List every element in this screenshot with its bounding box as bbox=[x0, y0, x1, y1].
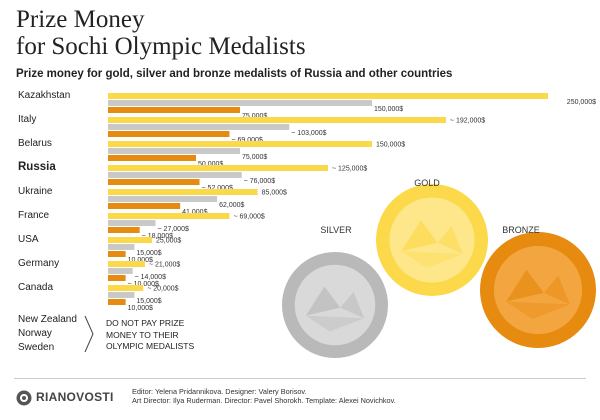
country-label-belarus: Belarus bbox=[18, 138, 52, 149]
value-label-russia-silver: ~ 76,000$ bbox=[244, 178, 275, 185]
credits: Editor: Yelena Pridannikova. Designer: V… bbox=[132, 387, 396, 405]
bar-usa-silver bbox=[108, 244, 135, 250]
value-label-usa-silver: 15,000$ bbox=[136, 250, 161, 257]
value-label-kazakhstan-gold: 250,000$ bbox=[567, 99, 596, 106]
bar-kazakhstan-bronze bbox=[108, 107, 240, 113]
value-label-russia-bronze: ~ 52,000$ bbox=[202, 185, 233, 192]
bar-canada-silver bbox=[108, 292, 135, 298]
country-new-zealand: New Zealand bbox=[18, 314, 77, 325]
bar-russia-gold bbox=[108, 165, 328, 171]
bar-italy-gold bbox=[108, 117, 446, 123]
bar-ukraine-bronze bbox=[108, 203, 181, 209]
bar-ukraine-gold bbox=[108, 189, 258, 195]
value-label-kazakhstan-bronze: 75,000$ bbox=[242, 113, 267, 120]
bar-germany-bronze bbox=[108, 275, 126, 281]
value-label-ukraine-bronze: 41,000$ bbox=[182, 209, 207, 216]
country-label-italy: Italy bbox=[18, 114, 36, 125]
bar-ukraine-silver bbox=[108, 196, 218, 202]
bar-france-bronze bbox=[108, 227, 140, 233]
bronze-medal-label: BRONZE bbox=[502, 225, 540, 235]
gold-medal-label: GOLD bbox=[414, 178, 440, 188]
value-label-belarus-bronze: 50,000$ bbox=[198, 161, 223, 168]
bar-kazakhstan-silver bbox=[108, 100, 372, 106]
bar-kazakhstan-gold bbox=[108, 93, 548, 99]
bar-canada-bronze bbox=[108, 299, 126, 305]
value-label-kazakhstan-silver: 150,000$ bbox=[374, 106, 403, 113]
credits-line-2: Art Director: Ilya Ruderman. Director: P… bbox=[132, 396, 396, 405]
bar-france-gold bbox=[108, 213, 230, 219]
country-label-ukraine: Ukraine bbox=[18, 186, 53, 197]
value-label-canada-silver: 15,000$ bbox=[136, 298, 161, 305]
value-label-italy-bronze: ~ 69,000$ bbox=[231, 137, 262, 144]
bar-usa-gold bbox=[108, 237, 152, 243]
value-label-usa-bronze: 10,000$ bbox=[128, 257, 153, 264]
silver-medal: SILVER bbox=[282, 225, 388, 358]
bar-italy-bronze bbox=[108, 131, 230, 137]
silver-medal-label: SILVER bbox=[320, 225, 352, 235]
footer: RIANOVOSTI Editor: Yelena Pridannikova. … bbox=[0, 378, 600, 420]
bars-layer: Kazakhstan 250,000$ 150,000$ 75,000$ Italy ~ … bbox=[18, 90, 596, 312]
value-label-france-silver: ~ 27,000$ bbox=[158, 226, 189, 233]
bar-belarus-bronze bbox=[108, 155, 196, 161]
value-label-italy-gold: ~ 192,000$ bbox=[450, 118, 485, 125]
value-label-usa-gold: 25,000$ bbox=[156, 238, 181, 245]
value-label-belarus-silver: 75,000$ bbox=[242, 154, 267, 161]
value-label-italy-silver: ~ 103,000$ bbox=[291, 130, 326, 137]
bar-france-silver bbox=[108, 220, 156, 226]
value-label-germany-silver: ~ 14,000$ bbox=[135, 274, 166, 281]
brace-icon bbox=[84, 315, 94, 353]
bar-italy-silver bbox=[108, 124, 290, 130]
bar-canada-gold bbox=[108, 285, 144, 291]
bar-belarus-silver bbox=[108, 148, 240, 154]
country-label-france: France bbox=[18, 210, 50, 221]
medals-illustration: SILVER BRONZE GOLD bbox=[282, 178, 596, 358]
credits-line-1: Editor: Yelena Pridannikova. Designer: V… bbox=[132, 387, 307, 396]
value-label-france-gold: ~ 69,000$ bbox=[233, 214, 264, 221]
value-label-canada-bronze: 10,000$ bbox=[128, 305, 153, 312]
page-title: Prize Money for Sochi Olympic Medalists bbox=[16, 6, 306, 60]
chart-subtitle: Prize money for gold, silver and bronze … bbox=[16, 68, 453, 80]
bar-russia-bronze bbox=[108, 179, 200, 185]
country-label-canada: Canada bbox=[18, 282, 53, 293]
non-paying-countries: New Zealand Norway Sweden bbox=[18, 313, 77, 355]
value-label-russia-gold: ~ 125,000$ bbox=[332, 166, 367, 173]
value-label-belarus-gold: 150,000$ bbox=[376, 142, 405, 149]
value-label-france-bronze: ~ 18,000$ bbox=[142, 233, 173, 240]
value-label-canada-gold: ~ 20,000$ bbox=[147, 286, 178, 293]
country-label-germany: Germany bbox=[18, 258, 59, 269]
country-sweden: Sweden bbox=[18, 342, 55, 353]
bar-russia-silver bbox=[108, 172, 242, 178]
country-norway: Norway bbox=[18, 328, 52, 339]
bar-germany-gold bbox=[108, 261, 145, 267]
country-label-usa: USA bbox=[18, 234, 39, 245]
title-line-1: Prize Money bbox=[16, 6, 145, 33]
value-label-ukraine-silver: 62,000$ bbox=[219, 202, 244, 209]
value-label-germany-bronze: ~ 10,000$ bbox=[128, 281, 159, 288]
value-label-germany-gold: ~ 21,000$ bbox=[149, 262, 180, 269]
bronze-medal: BRONZE bbox=[480, 225, 596, 348]
bar-usa-bronze bbox=[108, 251, 126, 257]
bar-germany-silver bbox=[108, 268, 133, 274]
bar-belarus-gold bbox=[108, 141, 372, 147]
country-label-russia: Russia bbox=[18, 161, 56, 173]
ria-logo-icon bbox=[16, 390, 32, 406]
footer-divider bbox=[14, 378, 586, 379]
gold-medal: GOLD bbox=[376, 178, 488, 296]
country-label-kazakhstan: Kazakhstan bbox=[18, 90, 70, 101]
non-paying-note: DO NOT PAY PRIZE MONEY TO THEIR OLYMPIC … bbox=[106, 318, 195, 351]
logo-text: RIANOVOSTI bbox=[36, 390, 114, 404]
title-line-2: for Sochi Olympic Medalists bbox=[16, 33, 306, 60]
value-label-ukraine-gold: 85,000$ bbox=[262, 190, 287, 197]
